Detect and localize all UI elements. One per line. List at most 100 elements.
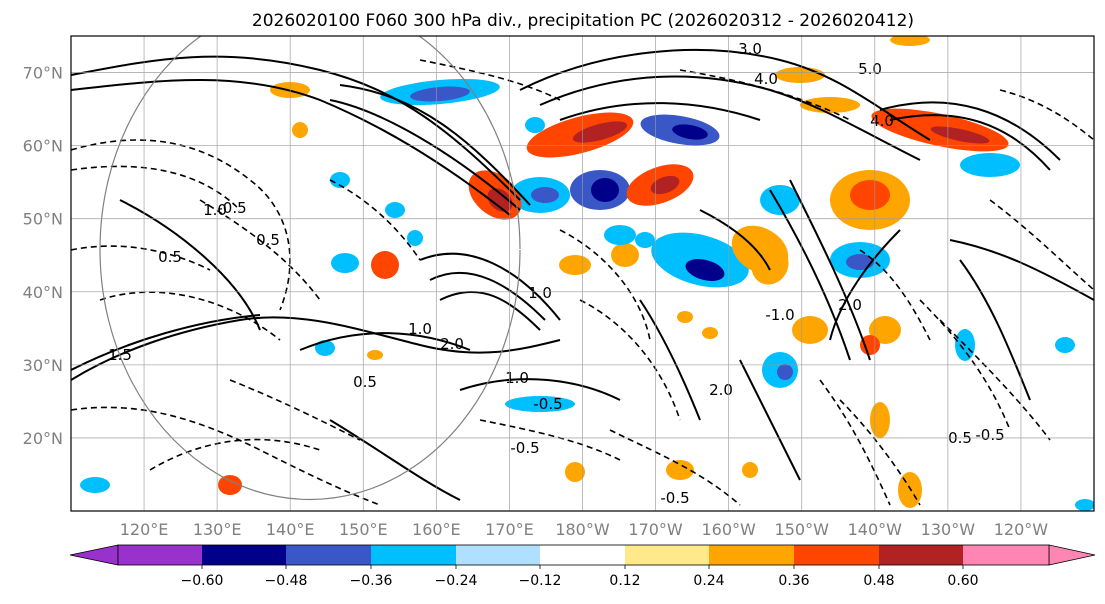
contour-label: 2.0 [440,335,464,353]
shading-blob [559,255,591,275]
shading-blob [611,243,639,267]
contour-label: -0.5 [660,489,689,507]
contour-solid [789,179,871,361]
contour-solid [299,332,471,351]
contour-dashed [919,299,1011,431]
contour-dashed [839,399,921,506]
shading-blob [371,251,399,279]
colorbar-tick-label: −0.12 [519,573,562,589]
contour-dashed [99,291,281,341]
colorbar-bin [371,545,456,565]
shading-blob [367,350,383,360]
contour-label: 5.0 [858,60,882,78]
colorbar-tick-label: −0.48 [265,573,308,589]
colorbar-bin [202,545,286,565]
shading-blob [330,172,350,188]
latitude-axis: 70°N 60°N 50°N 40°N 30°N 20°N [23,64,63,448]
contour-solid [739,359,801,481]
shading-blob [702,327,718,339]
contour-label: 4.0 [754,70,778,88]
shading-blob [960,153,1020,177]
contour-solid [889,114,1051,171]
lon-tick-label: 120°E [120,520,169,539]
contour-dashed [559,229,651,341]
reference-circle [99,36,521,501]
shading-blob [666,460,694,480]
contour-solid [829,229,901,341]
shading-blob [930,126,990,144]
contour-dashed [229,379,361,441]
shading-blob [800,97,860,113]
contour-dashed [609,429,741,506]
colorbar-bin [794,545,879,565]
contour-solid [419,252,561,321]
contour-label: -0.5 [533,395,562,413]
colorbar-bin [286,545,371,565]
lon-tick-label: 160°E [412,520,461,539]
shading-blob [777,364,793,380]
colorbar-bin [879,545,963,565]
contour-dashed [989,199,1094,291]
lon-tick-label: 150°E [339,520,388,539]
contour-labels: 3.0 4.0 5.0 4.0 2.0 1.0 0.5 -0.5 1.5 2.0 1.0 0.5 -0.… [108,40,1005,507]
lon-tick-label: 180°W [555,520,610,539]
lon-tick-label: 120°W [994,520,1049,539]
shading-blob [525,117,545,133]
lon-tick-label: 130°W [921,520,976,539]
shading-blob [80,477,110,493]
colorbar-bin [963,545,1049,565]
shading-blob [870,402,890,438]
shading-blob [505,396,575,412]
shading-blob [792,316,828,344]
divergence-contours [71,36,1094,506]
chart-title: 2026020100 F060 300 hPa div., precipitat… [252,11,914,31]
lat-tick-label: 50°N [23,210,63,229]
contour-solid [71,79,511,216]
contour-solid [559,102,761,121]
colorbar-bin [118,545,202,565]
colorbar-extend-high [1048,544,1096,566]
lat-tick-label: 30°N [23,356,63,375]
shading-blob [672,124,708,140]
map-frame [70,35,1095,512]
shading-blob [218,475,242,495]
colorbar-tick-label: 0.24 [693,573,724,589]
longitude-axis: 120°E 130°E 140°E 150°E 160°E 170°E 180°W 170°W… [120,520,1049,539]
colorbar-bin [540,545,625,565]
contour-label: 1.0 [528,284,552,302]
lat-tick-label: 70°N [23,64,63,83]
contour-solid [71,316,561,381]
contour-label: 0.5 [256,231,280,249]
contour-solid [71,55,521,201]
shading-blob [407,230,423,246]
shading-blob [1075,499,1094,511]
colorbar-bin [625,545,709,565]
contour-label: -0.5 [975,426,1004,444]
shading-blob [604,225,636,245]
colorbar-bin [709,545,794,565]
shading-blob [565,462,585,482]
colorbar-tick-label: −0.36 [350,573,393,589]
contour-label: 1.5 [108,346,132,364]
contour-dashed [679,69,851,121]
contour-dashed [479,419,621,461]
colorbar-frame [117,544,1050,566]
contour-dashed [419,59,561,101]
contour-dashed [329,179,421,261]
lon-tick-label: 170°E [485,520,534,539]
shading-blob [531,187,559,203]
contour-label: 0.5 [353,373,377,391]
shading-blob [846,254,874,270]
lon-tick-label: 160°W [701,520,756,539]
contour-label: 0.5 [158,248,182,266]
contour-solid [949,239,1094,301]
colorbar-tick-label: −0.60 [181,573,224,589]
contour-label: 2.0 [709,381,733,399]
colorbar-tick-label: −0.24 [435,573,478,589]
shading-blob [760,185,800,215]
gridlines [71,36,1094,511]
contour-solid [439,291,541,331]
lon-tick-label: 130°E [193,520,242,539]
lon-tick-label: 170°W [628,520,683,539]
